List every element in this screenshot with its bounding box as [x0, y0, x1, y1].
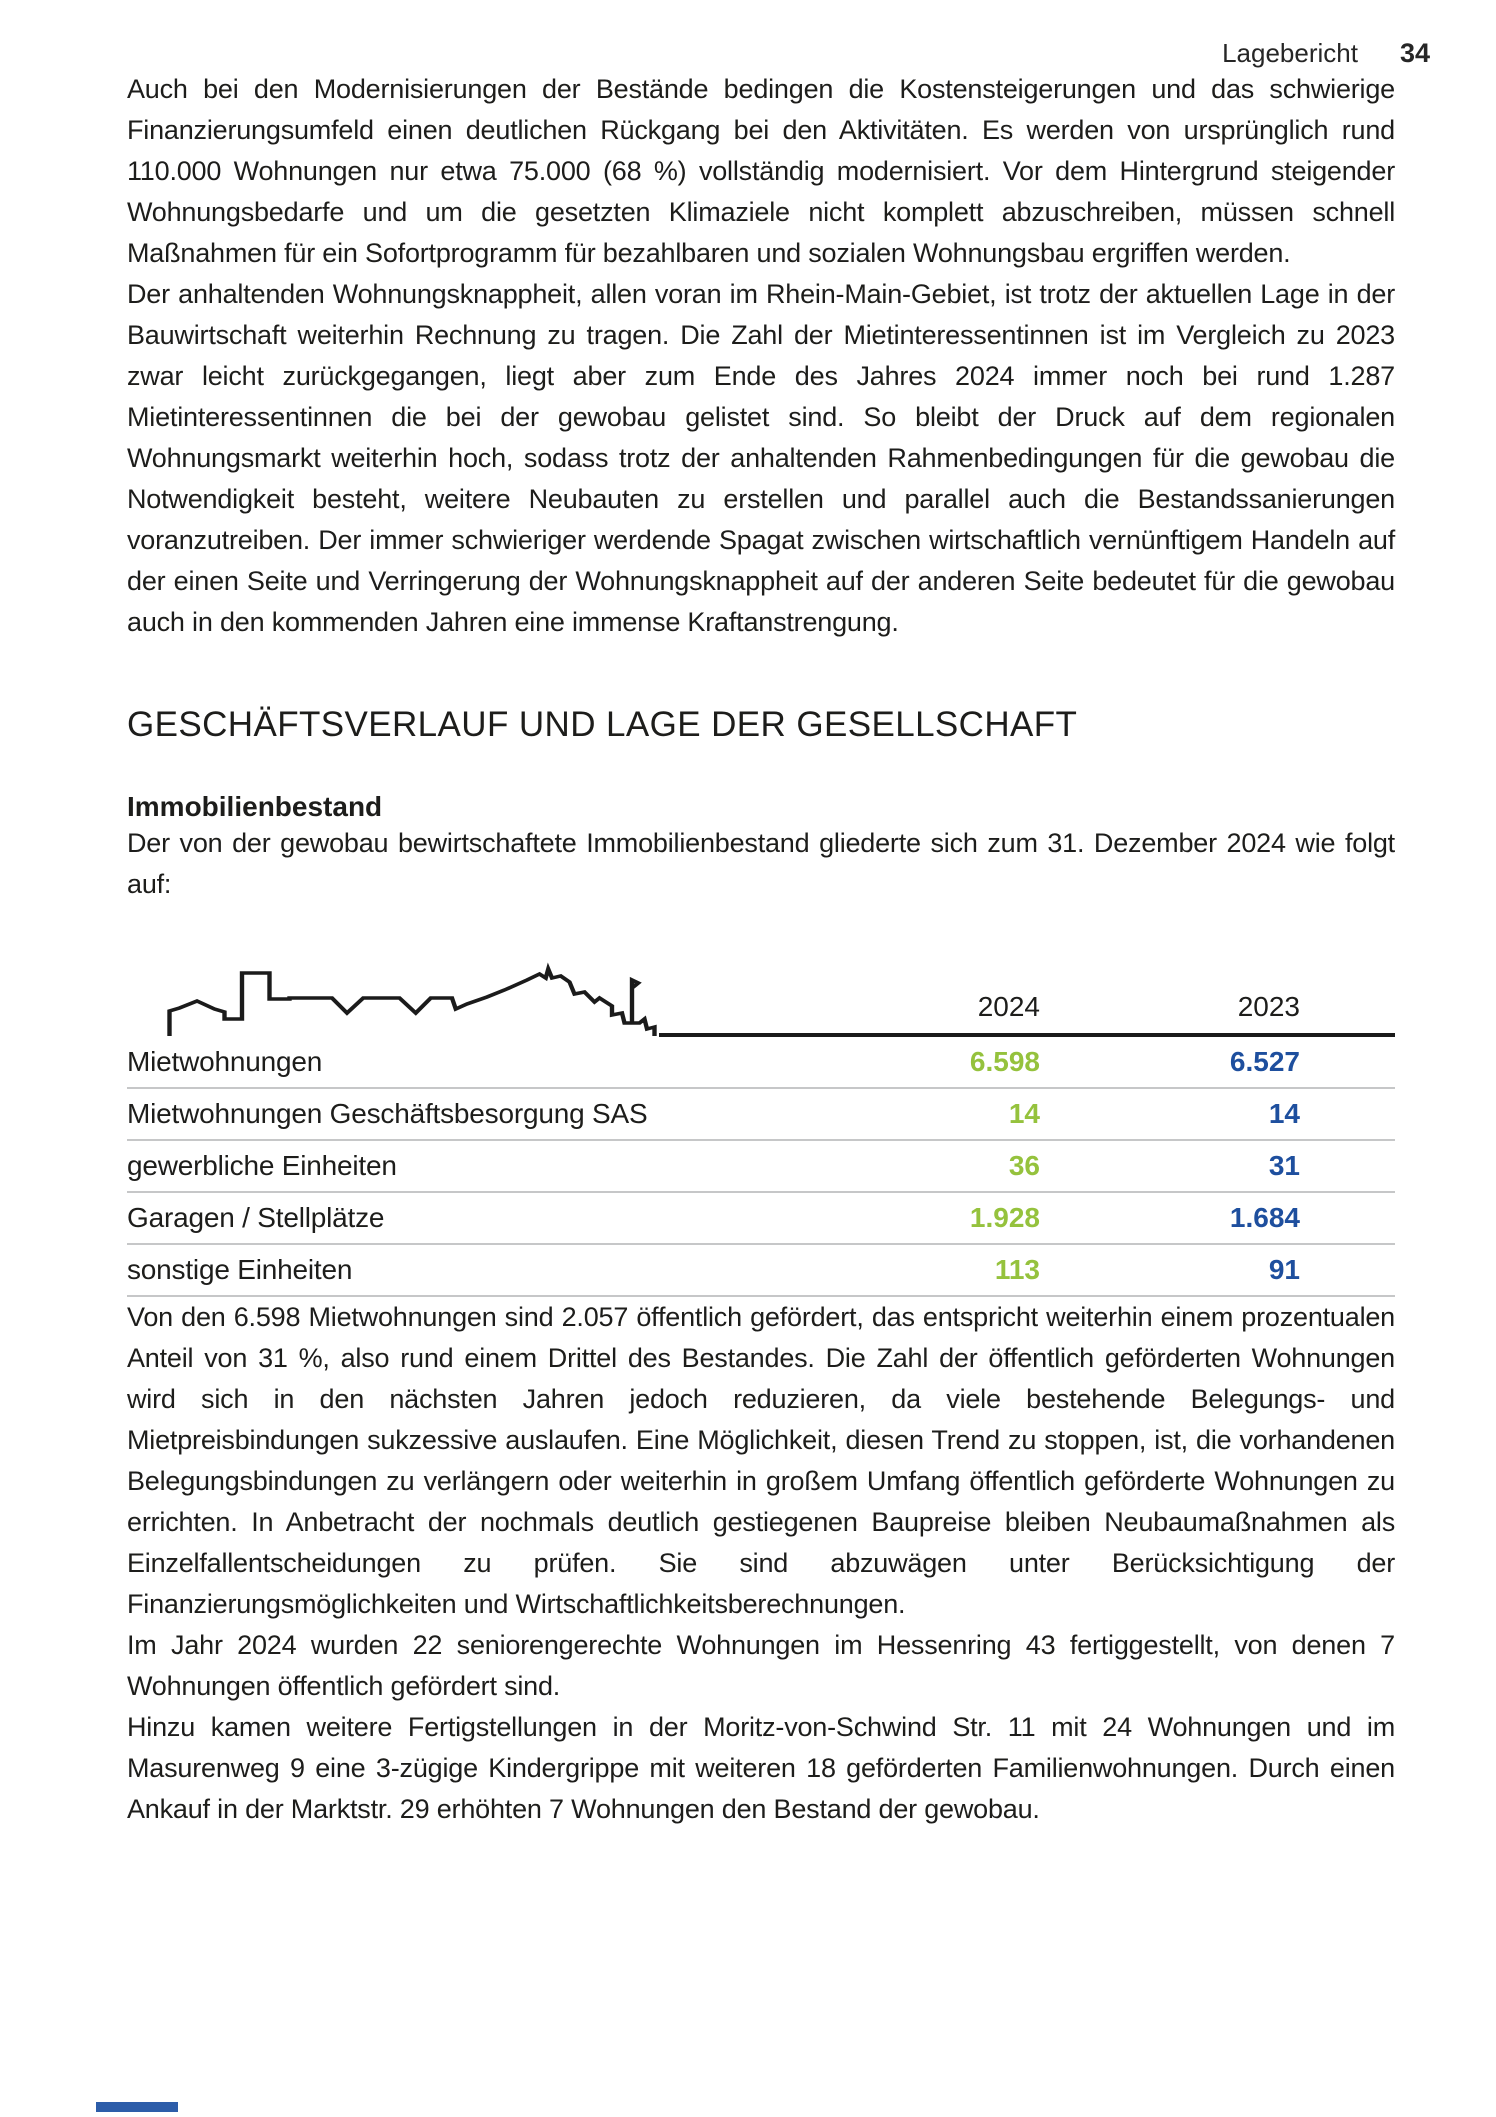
row-value-2024: 1.928 — [969, 1202, 1040, 1233]
table-column-headers: 2024 2023 — [127, 991, 1395, 1023]
row-value-2024: 14 — [1008, 1098, 1040, 1129]
page-number: 34 — [1399, 38, 1430, 68]
row-value-2023: 14 — [1268, 1098, 1300, 1129]
row-label: sonstige Einheiten — [127, 1254, 353, 1285]
table-intro-text: Der von der gewobau bewirtschaftete Immo… — [127, 828, 1395, 899]
paragraph-hessenring: Im Jahr 2024 wurden 22 seniorengerechte … — [127, 1630, 1395, 1701]
table-row: Garagen / Stellplätze 1.928 1.684 — [127, 1193, 1395, 1245]
table-row: Mietwohnungen 6.598 6.527 — [127, 1037, 1395, 1089]
paragraph-wohnungsknappheit: Der anhaltenden Wohnungsknappheit, allen… — [127, 279, 1395, 637]
column-header-2023: 2023 — [1237, 991, 1300, 1022]
page-header: Lagebericht 34 — [0, 0, 1496, 69]
table-top-rule — [659, 1033, 1395, 1037]
row-label: Mietwohnungen Geschäftsbesorgung SAS — [127, 1098, 648, 1129]
row-label: gewerbliche Einheiten — [127, 1150, 397, 1181]
paragraph-fertigstellungen: Hinzu kamen weitere Fertigstellungen in … — [127, 1712, 1395, 1824]
column-header-2024: 2024 — [977, 991, 1040, 1022]
section-heading: GESCHÄFTSVERLAUF UND LAGE DER GESELLSCHA… — [127, 705, 1078, 744]
row-value-2023: 6.527 — [1229, 1046, 1300, 1077]
row-label: Mietwohnungen — [127, 1046, 323, 1077]
page-body: Auch bei den Modernisierungen der Bestän… — [0, 69, 1496, 1830]
row-value-2024: 113 — [994, 1254, 1040, 1285]
row-value-2023: 91 — [1268, 1254, 1300, 1285]
table-row: gewerbliche Einheiten 36 31 — [127, 1141, 1395, 1193]
row-label: Garagen / Stellplätze — [127, 1202, 385, 1233]
row-value-2024: 36 — [1008, 1150, 1040, 1181]
paragraph-gefoerderte-wohnungen: Von den 6.598 Mietwohnungen sind 2.057 ö… — [127, 1302, 1395, 1619]
table-row: Mietwohnungen Geschäftsbesorgung SAS 14 … — [127, 1089, 1395, 1141]
table-row: sonstige Einheiten 113 91 — [127, 1245, 1395, 1297]
city-skyline-icon — [167, 962, 657, 1036]
subsection-heading-immobilienbestand: Immobilienbestand — [127, 791, 383, 822]
paragraph-modernisierung: Auch bei den Modernisierungen der Bestän… — [127, 74, 1395, 268]
table-header-row: 2024 2023 — [127, 949, 1395, 1037]
footer-accent-bar — [96, 2102, 178, 2112]
header-section-label: Lagebericht — [1222, 38, 1358, 68]
row-value-2024: 6.598 — [969, 1046, 1040, 1077]
row-value-2023: 31 — [1268, 1150, 1300, 1181]
property-portfolio-table: 2024 2023 Mietwohnungen 6.598 6.527 Miet… — [127, 949, 1395, 1297]
row-value-2023: 1.684 — [1229, 1202, 1300, 1233]
